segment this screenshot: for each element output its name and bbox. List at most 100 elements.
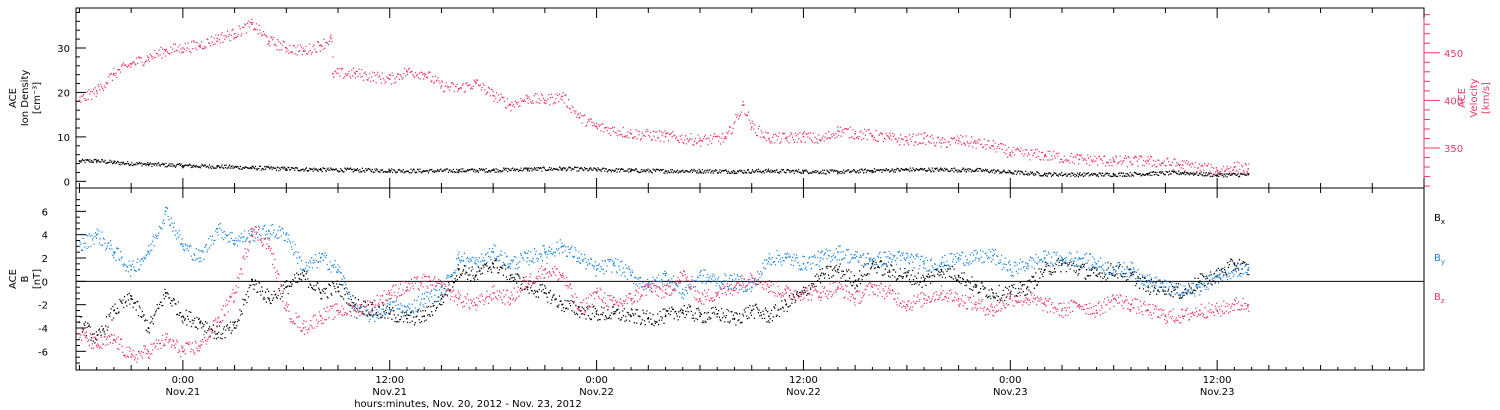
b-point-bz [647, 286, 650, 289]
density-axis-label: ACE [8, 88, 19, 108]
series-dots [79, 206, 1250, 323]
density-tick-label: 30 [57, 44, 70, 55]
density-point [354, 169, 357, 172]
b-point-bz [561, 274, 564, 277]
b-point-bx [388, 313, 391, 315]
b-point-by [406, 309, 408, 312]
b-point-bx [285, 286, 288, 289]
density-point [423, 170, 426, 173]
velocity-point [95, 89, 98, 92]
b-point-by [854, 257, 857, 259]
b-point-bx [1078, 268, 1081, 271]
velocity-point [905, 139, 908, 142]
b-point-by [181, 245, 184, 248]
x-axis-title: hours:minutes, Nov. 20, 2012 - Nov. 23, … [354, 399, 582, 410]
b-point-bz [871, 286, 874, 289]
b-point-bz [612, 303, 615, 306]
b-point-by [888, 257, 891, 259]
velocity-point [854, 132, 857, 135]
b-axis-label: B [20, 275, 31, 282]
b-point-bz [1216, 309, 1219, 312]
velocity-point [595, 126, 598, 128]
b-point-by [1147, 280, 1150, 283]
b-point-by [302, 268, 305, 271]
time-tick-label: 12:00 [1203, 375, 1232, 386]
density-point [78, 160, 81, 163]
b-point-by [1009, 268, 1012, 271]
b-point-by [78, 245, 81, 248]
velocity-tick-label: 350 [1444, 144, 1463, 155]
b-point-by [630, 274, 632, 277]
series-dots [79, 225, 1250, 363]
time-tick-label: 0:00 [999, 375, 1021, 386]
b-point-by [130, 268, 133, 271]
b-point-bz [905, 303, 908, 306]
b-point-bz [388, 292, 391, 294]
b-point-bz [1181, 315, 1184, 318]
b-point-bx [199, 321, 202, 324]
b-point-bx [147, 327, 150, 329]
b-point-by [1078, 257, 1081, 259]
density-point [388, 169, 391, 172]
date-tick-label: Nov.22 [786, 387, 821, 398]
b-point-bz [509, 297, 512, 300]
b-point-bz [319, 315, 322, 318]
b-point-bz [543, 268, 546, 271]
velocity-point [199, 44, 202, 47]
b-axis-label: ACE [8, 269, 19, 289]
time-tick-label: 12:00 [789, 375, 818, 386]
density-point [181, 164, 184, 167]
velocity-point [1112, 160, 1115, 163]
b-point-by [992, 254, 994, 257]
density-point [1078, 173, 1081, 176]
date-tick-label: Nov.21 [372, 387, 407, 398]
b-point-bx [78, 321, 81, 324]
b-point-bx [319, 292, 322, 294]
b-point-by [440, 292, 443, 294]
time-tick-label: 0:00 [172, 375, 194, 386]
density-point [561, 167, 564, 170]
b-point-by [819, 257, 822, 259]
b-point-by [1164, 286, 1167, 289]
b-point-bz [1233, 303, 1236, 306]
b-point-bx [337, 286, 339, 289]
b-point-bx [647, 317, 650, 320]
b-point-by [871, 259, 874, 262]
b-point-bz [1095, 309, 1098, 312]
velocity-point [561, 95, 564, 98]
velocity-point [699, 139, 701, 142]
velocity-point [992, 145, 994, 147]
velocity-point [457, 88, 460, 90]
legend-bz: Bz [1434, 292, 1445, 305]
legend-bx: Bx [1434, 213, 1445, 226]
b-point-bx [1061, 262, 1063, 265]
b-point-by [733, 280, 736, 283]
b-point-bx [1026, 286, 1029, 289]
b-point-bx [164, 292, 167, 294]
b-point-bx [130, 297, 133, 300]
b-axis-label: [nT] [32, 269, 43, 289]
b-point-bz [716, 292, 719, 294]
b-point-bz [164, 338, 167, 341]
b-point-bx [406, 317, 408, 320]
b-point-by [147, 251, 150, 254]
density-point [457, 169, 460, 172]
b-point-bz [888, 292, 891, 294]
velocity-point [1043, 154, 1046, 157]
b-point-bx [561, 303, 564, 306]
b-point-by [1216, 274, 1219, 277]
velocity-point [423, 72, 426, 75]
velocity-point [250, 23, 253, 26]
b-point-bx [854, 280, 857, 283]
velocity-point [724, 137, 727, 140]
velocity-point [164, 49, 167, 52]
density-axis-label: Ion Density [20, 70, 31, 127]
series-dots [79, 18, 1250, 176]
density-point [492, 169, 495, 172]
velocity-point [113, 72, 115, 75]
b-point-by [940, 262, 943, 265]
b-point-by [699, 274, 701, 277]
velocity-point [664, 135, 667, 138]
b-point-by [1061, 259, 1063, 262]
